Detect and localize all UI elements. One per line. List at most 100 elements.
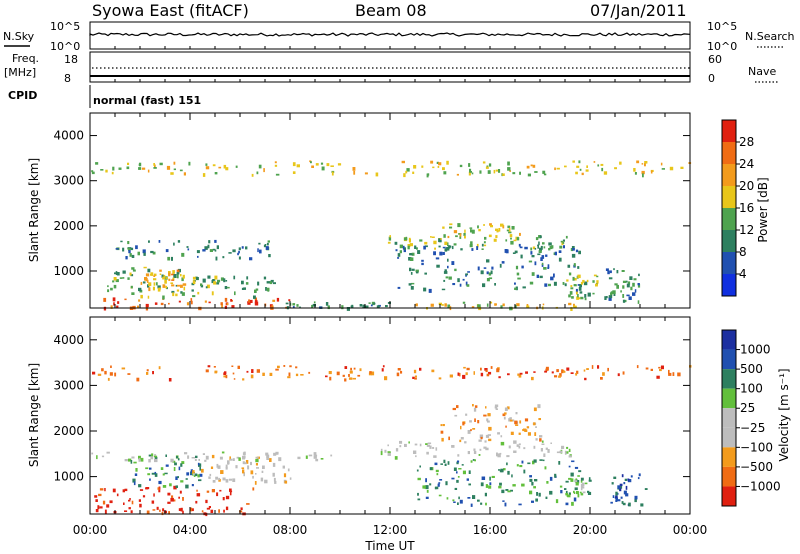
- data-cell: [597, 365, 600, 369]
- data-cell: [505, 239, 508, 242]
- data-cell: [597, 164, 600, 167]
- data-cell: [311, 304, 314, 308]
- data-cell: [548, 242, 552, 246]
- data-cell: [216, 245, 219, 250]
- data-cell: [112, 166, 115, 171]
- data-cell: [453, 230, 458, 234]
- data-cell: [207, 275, 211, 279]
- data-cell: [522, 286, 526, 289]
- data-cell: [554, 375, 558, 378]
- data-cell: [384, 376, 388, 381]
- data-cell: [436, 161, 439, 164]
- data-cell: [114, 372, 117, 377]
- data-cell: [224, 286, 228, 290]
- data-cell: [513, 239, 517, 242]
- data-cell: [447, 235, 450, 239]
- freq-label: Freq.: [12, 52, 39, 65]
- data-cell: [409, 253, 413, 256]
- data-cell: [463, 233, 466, 236]
- data-cell: [251, 173, 254, 177]
- data-cell: [509, 417, 512, 420]
- data-cell: [152, 509, 156, 511]
- data-cell: [182, 283, 187, 286]
- data-cell: [248, 299, 250, 303]
- data-cell: [170, 497, 174, 502]
- data-cell: [148, 454, 152, 457]
- data-cell: [571, 253, 576, 258]
- data-cell: [268, 254, 271, 258]
- data-cell: [159, 269, 162, 272]
- data-cell: [230, 299, 233, 302]
- data-cell: [498, 469, 501, 471]
- data-cell: [534, 261, 537, 266]
- data-cell: [477, 499, 480, 502]
- data-cell: [596, 275, 599, 278]
- data-cell: [133, 481, 136, 486]
- data-cell: [518, 443, 521, 446]
- data-cell: [116, 305, 119, 309]
- power-colorbar-tick: 16: [739, 201, 754, 215]
- data-cell: [424, 245, 428, 248]
- data-cell: [103, 297, 107, 302]
- data-cell: [439, 238, 442, 243]
- data-cell: [451, 477, 455, 480]
- data-cell: [586, 279, 589, 283]
- data-cell: [441, 437, 444, 442]
- x-tick-label: 04:00: [173, 523, 208, 537]
- data-cell: [265, 287, 267, 291]
- data-cell: [150, 456, 154, 460]
- data-cell: [225, 374, 228, 379]
- data-cell: [365, 305, 369, 308]
- data-cell: [122, 489, 125, 493]
- data-cell: [152, 371, 154, 375]
- data-cell: [148, 282, 152, 287]
- data-cell: [194, 458, 197, 461]
- data-cell: [113, 284, 117, 289]
- data-cell: [362, 304, 365, 308]
- data-cell: [159, 509, 161, 512]
- data-cell: [129, 272, 132, 276]
- data-cell: [619, 483, 623, 487]
- data-cell: [217, 465, 221, 469]
- power-y-ticks: 1000 2000 3000 4000: [53, 129, 690, 278]
- data-cell: [451, 261, 455, 265]
- data-cell: [466, 367, 470, 371]
- data-cell: [575, 482, 579, 486]
- data-cell: [211, 291, 214, 296]
- data-cell: [660, 365, 664, 370]
- data-cell: [159, 287, 161, 290]
- data-cell: [471, 306, 475, 308]
- data-cell: [395, 249, 398, 252]
- data-cell: [439, 479, 443, 481]
- data-cell: [364, 172, 368, 175]
- data-cell: [416, 247, 418, 250]
- data-cell: [549, 490, 553, 495]
- data-cell: [485, 406, 487, 409]
- data-cell: [617, 373, 620, 377]
- data-cell: [409, 243, 413, 247]
- data-cell: [433, 455, 437, 458]
- data-cell: [115, 272, 119, 275]
- data-cell: [269, 304, 273, 309]
- data-cell: [177, 476, 179, 479]
- data-cell: [277, 365, 280, 369]
- data-cell: [547, 449, 550, 453]
- data-cell: [488, 272, 492, 276]
- data-cell: [541, 262, 544, 266]
- data-cell: [180, 480, 184, 483]
- data-cell: [387, 451, 391, 453]
- power-panel: 1000 2000 3000 4000 Slant Range [km] 28 24 20…: [27, 46, 770, 311]
- data-cell: [658, 366, 661, 369]
- data-cell: [438, 377, 442, 380]
- data-cell: [588, 477, 591, 481]
- data-cell: [131, 292, 135, 295]
- data-cell: [173, 499, 176, 502]
- data-cell: [269, 281, 272, 285]
- data-cell: [151, 453, 154, 457]
- data-cell: [124, 459, 128, 462]
- data-cell: [490, 270, 493, 275]
- data-cell: [521, 265, 524, 269]
- data-cell: [488, 438, 492, 442]
- data-cell: [202, 278, 206, 283]
- data-cell: [488, 485, 492, 489]
